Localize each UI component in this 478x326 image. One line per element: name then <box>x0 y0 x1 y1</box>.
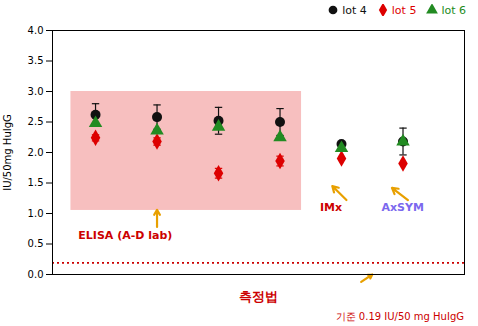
svg-text:1.0: 1.0 <box>28 208 44 219</box>
svg-text:ELISA (A-D lab): ELISA (A-D lab) <box>78 229 172 242</box>
svg-text:IMx: IMx <box>320 201 342 214</box>
html-text:기준 0.19 IU/50 mg HuIgG: 기준 0.19 IU/50 mg HuIgG <box>335 311 464 322</box>
svg-text:0.0: 0.0 <box>28 269 44 280</box>
svg-text:AxSYM: AxSYM <box>381 201 423 214</box>
svg-text:2.5: 2.5 <box>28 116 44 127</box>
svg-text:0.5: 0.5 <box>28 238 44 249</box>
html-text:lot 6: lot 6 <box>441 3 466 17</box>
html-text:lot 5: lot 5 <box>391 3 417 17</box>
svg-text:3.0: 3.0 <box>28 86 44 97</box>
html-text:lot 4: lot 4 <box>342 3 367 17</box>
svg-text:IU/50mg HuIgG: IU/50mg HuIgG <box>2 114 13 191</box>
svg-text:4.0: 4.0 <box>28 25 44 36</box>
svg-text:2.0: 2.0 <box>28 147 44 158</box>
svg-text:1.5: 1.5 <box>28 177 44 188</box>
svg-text:3.5: 3.5 <box>28 55 44 66</box>
svg-text:측정법: 측정법 <box>239 289 278 304</box>
